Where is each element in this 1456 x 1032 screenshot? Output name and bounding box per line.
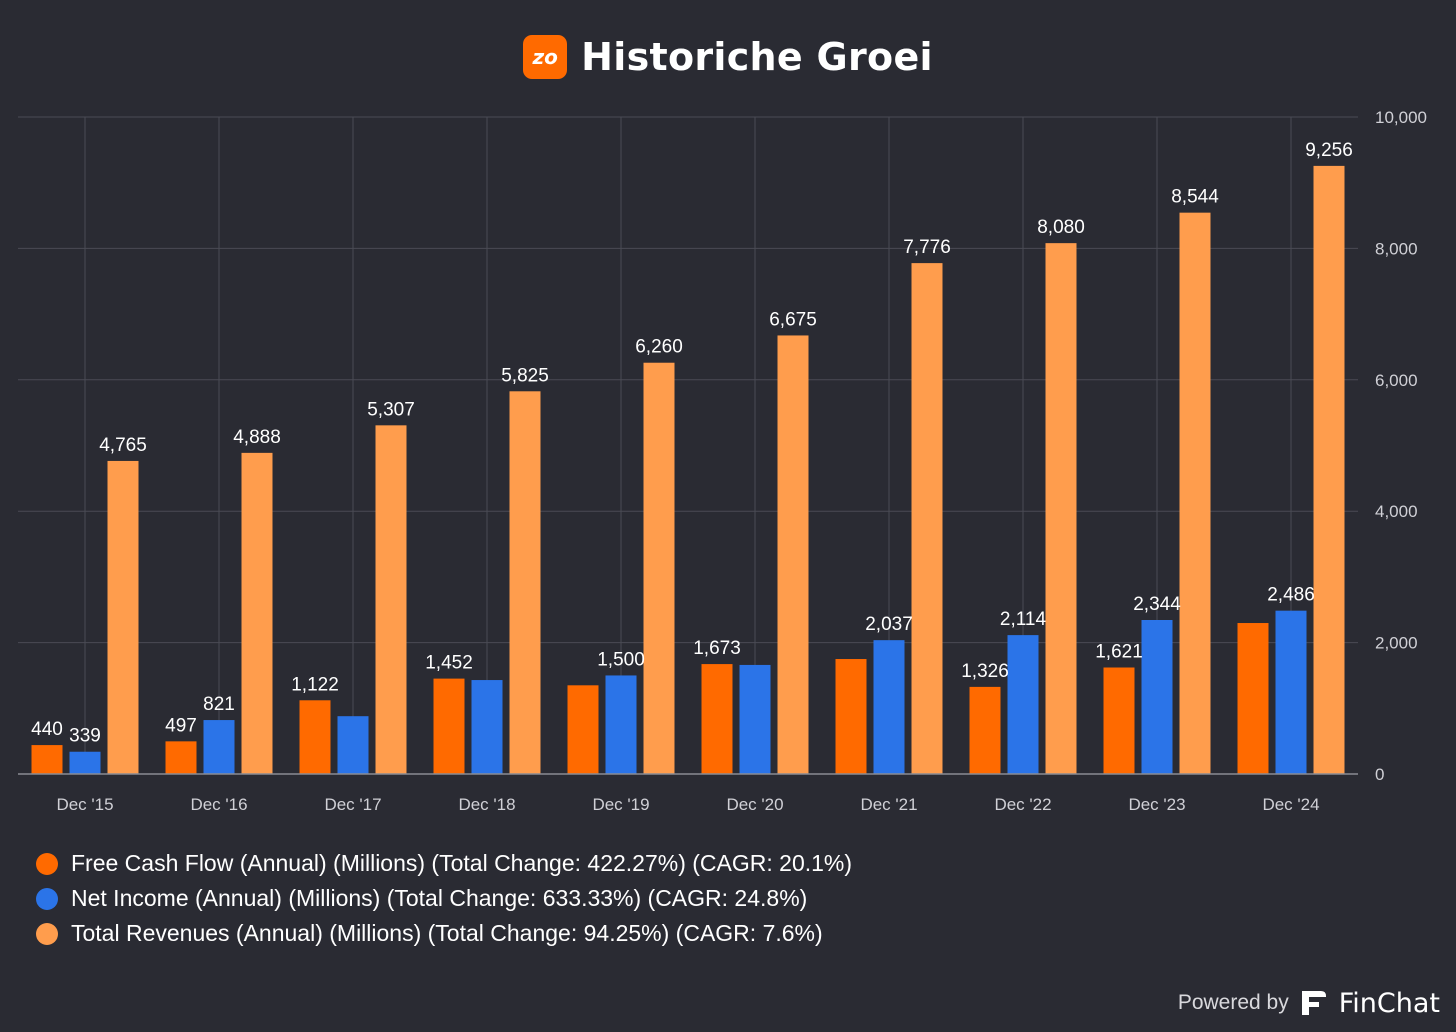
- data-label: 9,256: [1305, 140, 1353, 161]
- bar-free-cash-flow: [31, 745, 63, 774]
- bar-total-revenues: [1179, 212, 1211, 775]
- bar-total-revenues: [509, 391, 541, 774]
- bar-total-revenues: [241, 452, 273, 774]
- legend-item-net-income[interactable]: Net Income (Annual) (Millions) (Total Ch…: [36, 881, 852, 916]
- bar-free-cash-flow: [1103, 667, 1135, 774]
- data-label: 1,621: [1095, 642, 1143, 663]
- data-label: 1,326: [961, 661, 1009, 682]
- data-label: 7,776: [903, 237, 951, 258]
- bar-net-income: [873, 640, 905, 774]
- bar-net-income: [1007, 635, 1039, 774]
- bar-net-income: [1141, 619, 1173, 774]
- x-tick-label: Dec '18: [458, 795, 515, 814]
- data-label: 339: [69, 726, 101, 747]
- chart-title: Historiche Groei: [581, 35, 933, 79]
- data-label: 6,260: [635, 337, 683, 358]
- bar-net-income: [203, 720, 235, 774]
- legend-item-total-revenues[interactable]: Total Revenues (Annual) (Millions) (Tota…: [36, 916, 852, 951]
- y-tick-label: 0: [1375, 765, 1384, 784]
- data-label: 8,544: [1171, 187, 1219, 208]
- legend-dot-net-income: [36, 887, 58, 910]
- bar-free-cash-flow: [969, 686, 1001, 774]
- data-label: 1,673: [693, 638, 741, 659]
- chart-header: zo Historiche Groei: [0, 30, 1456, 84]
- bar-free-cash-flow: [1237, 623, 1269, 774]
- x-tick-label: Dec '21: [860, 795, 917, 814]
- bar-net-income: [69, 751, 101, 774]
- legend-label-total-revenues: Total Revenues (Annual) (Millions) (Tota…: [71, 920, 823, 946]
- chart-legend: Free Cash Flow (Annual) (Millions) (Tota…: [36, 846, 852, 951]
- bar-total-revenues: [777, 335, 809, 774]
- data-label: 2,344: [1133, 594, 1181, 615]
- bar-chart: 0 2,000 4,000 6,000 8,000 10,000 440 497 1,122 1,…: [18, 108, 1427, 814]
- data-label: 2,114: [1000, 609, 1047, 630]
- data-label: 440: [31, 719, 63, 740]
- bar-total-revenues: [643, 362, 675, 774]
- y-tick-label: 2,000: [1375, 634, 1418, 653]
- bar-net-income: [739, 664, 771, 774]
- bar-total-revenues: [107, 460, 139, 774]
- y-tick-label: 6,000: [1375, 371, 1418, 390]
- x-tick-label: Dec '15: [56, 795, 113, 814]
- data-label: 1,122: [291, 674, 339, 695]
- data-label: 1,500: [597, 649, 645, 670]
- data-label: 6,675: [769, 309, 817, 330]
- data-label: 2,037: [865, 614, 913, 635]
- finchat-brand: FinChat: [1338, 987, 1440, 1019]
- bar-net-income: [605, 675, 637, 774]
- legend-label-net-income: Net Income (Annual) (Millions) (Total Ch…: [71, 885, 808, 911]
- bar-total-revenues: [1313, 165, 1345, 774]
- data-label: 497: [165, 715, 197, 736]
- bar-net-income: [1275, 610, 1307, 774]
- data-label: 5,307: [367, 399, 415, 420]
- bar-free-cash-flow: [165, 741, 197, 774]
- bar-total-revenues: [375, 425, 407, 774]
- x-tick-label: Dec '17: [324, 795, 381, 814]
- legend-label-free-cash-flow: Free Cash Flow (Annual) (Millions) (Tota…: [71, 850, 853, 876]
- x-tick-label: Dec '23: [1128, 795, 1185, 814]
- data-label: 4,888: [233, 427, 281, 448]
- bar-net-income: [337, 716, 369, 774]
- legend-dot-total-revenues: [36, 922, 58, 945]
- y-tick-label: 10,000: [1375, 108, 1427, 127]
- data-label: 8,080: [1037, 217, 1085, 238]
- x-tick-label: Dec '22: [994, 795, 1051, 814]
- data-label: 5,825: [501, 365, 549, 386]
- bar-free-cash-flow: [567, 685, 599, 774]
- y-tick-label: 4,000: [1375, 502, 1418, 521]
- y-tick-label: 8,000: [1375, 239, 1418, 258]
- powered-by[interactable]: Powered by FinChat: [1178, 983, 1440, 1023]
- zo-logo-icon: zo: [523, 35, 568, 79]
- bar-net-income: [471, 680, 503, 774]
- legend-dot-free-cash-flow: [36, 852, 58, 875]
- bar-free-cash-flow: [835, 659, 867, 774]
- x-tick-label: Dec '20: [726, 795, 783, 814]
- x-tick-label: Dec '16: [190, 795, 247, 814]
- data-label: 821: [203, 694, 235, 715]
- finchat-logo-icon: [1301, 991, 1326, 1015]
- bar-free-cash-flow: [299, 700, 331, 774]
- data-label: 4,765: [99, 435, 147, 456]
- x-tick-label: Dec '19: [592, 795, 649, 814]
- x-tick-label: Dec '24: [1262, 795, 1319, 814]
- powered-by-text: Powered by: [1177, 991, 1289, 1014]
- data-label: 2,486: [1267, 585, 1315, 606]
- bar-free-cash-flow: [433, 678, 465, 774]
- legend-item-free-cash-flow[interactable]: Free Cash Flow (Annual) (Millions) (Tota…: [36, 846, 852, 881]
- bar-total-revenues: [1045, 243, 1077, 775]
- bar-free-cash-flow: [701, 664, 733, 774]
- data-label: 1,452: [425, 653, 473, 674]
- bar-total-revenues: [911, 263, 943, 774]
